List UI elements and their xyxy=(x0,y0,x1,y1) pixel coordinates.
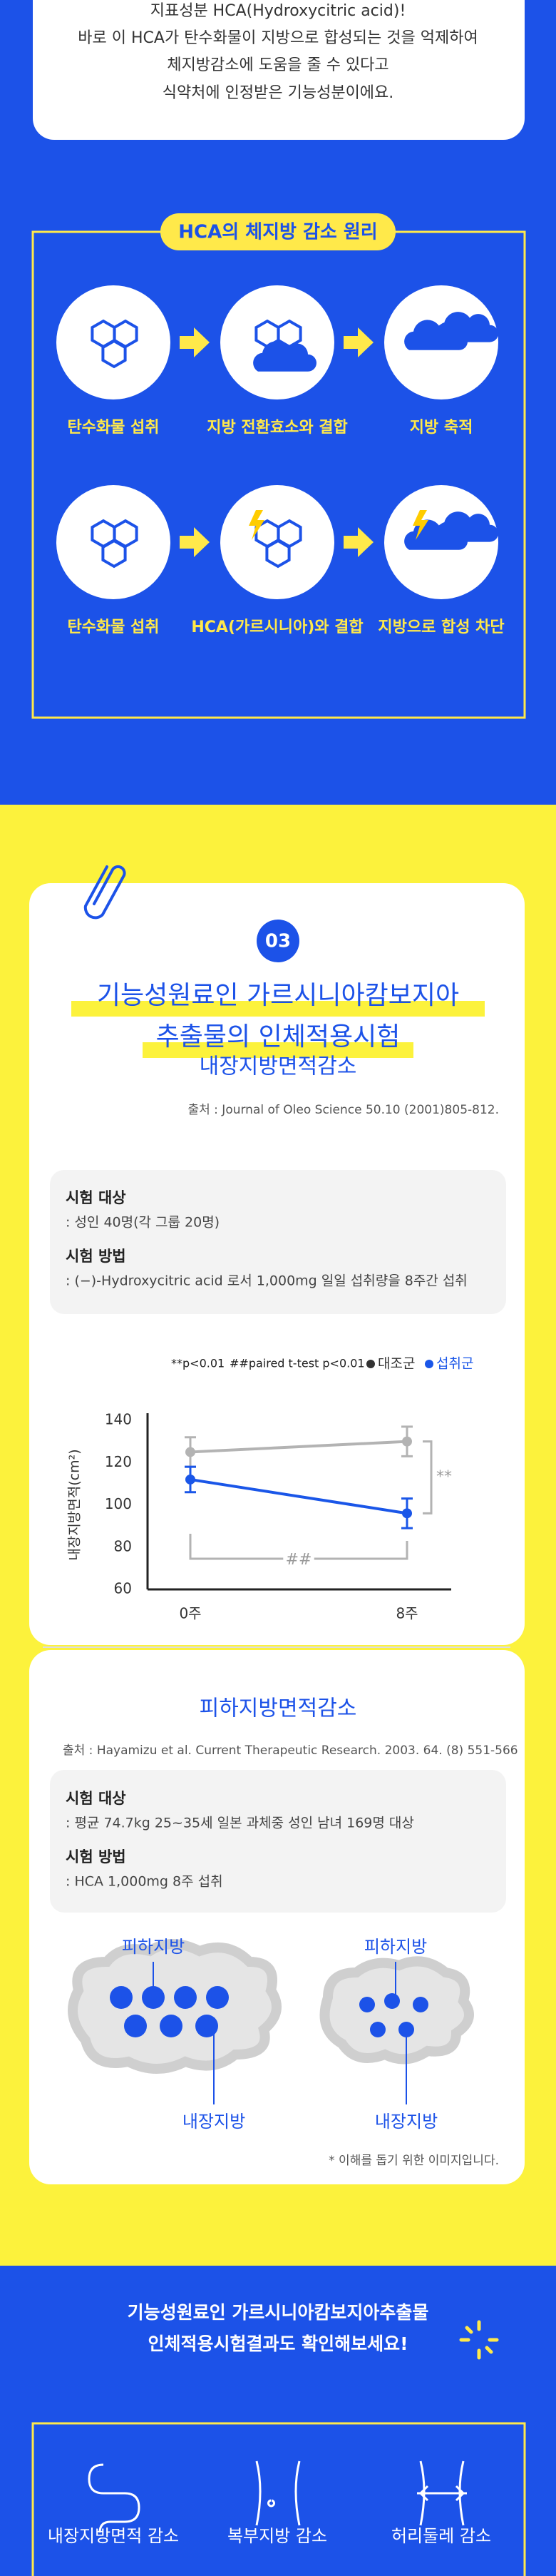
arrow xyxy=(344,327,374,357)
study-title: 기능성원료인 가르시니아캄보지아 xyxy=(97,981,459,1010)
icon-waist xyxy=(417,2460,467,2526)
info-label: 시험 방법 xyxy=(66,1848,126,1865)
data-point xyxy=(185,1474,195,1485)
y-tick-label: 120 xyxy=(105,1453,132,1470)
illustration-label: 내장지방 xyxy=(375,2112,438,2132)
info-label: 시험 방법 xyxy=(66,1248,126,1265)
y-tick-label: 60 xyxy=(114,1580,132,1597)
y-axis-label: 내장지방면적(cm²) xyxy=(67,1449,83,1560)
chart: **p<0.01 ##paired t-test p<0.01 대조군 섭취군 60 80… xyxy=(67,1356,474,1622)
bolt xyxy=(413,510,428,540)
step-label: 지방 축적 xyxy=(410,419,473,437)
arrow xyxy=(180,527,210,557)
study-title: 추출물의 인체적용시험 xyxy=(156,1022,401,1052)
info-text: : HCA 1,000mg 8주 섭취 xyxy=(66,1874,223,1890)
bracket xyxy=(189,1534,408,1560)
series-line xyxy=(190,1477,408,1515)
legend-label: 대조군 xyxy=(378,1356,415,1372)
paperclip xyxy=(83,865,126,920)
highlight xyxy=(71,1001,485,1017)
illustration-label: 피하지방 xyxy=(364,1937,427,1957)
illustration-label: 피하지방 xyxy=(122,1937,185,1957)
bolt xyxy=(249,510,264,540)
sparkle xyxy=(459,2320,499,2360)
outro-icons xyxy=(88,2460,467,2533)
study-number: 03 xyxy=(265,931,291,952)
molecule xyxy=(101,339,127,369)
step-label: 탄수화물 섭취 xyxy=(67,618,159,636)
outro-line: 인체적용시험결과도 확인해보세요! xyxy=(148,2333,408,2354)
study-card xyxy=(29,1650,525,2184)
cloud xyxy=(253,341,316,372)
section-heading: 피하지방면적감소 xyxy=(200,1696,357,1721)
blob xyxy=(68,1939,282,2074)
outro-box xyxy=(31,2422,526,2576)
y-tick-label: 80 xyxy=(114,1537,132,1554)
source: 출처 : Journal of Oleo Science 50.10 (2001… xyxy=(187,1103,499,1117)
fat-illustration: 피하지방 내장지방 피하지방 내장지방 xyxy=(68,1937,474,2132)
series-line xyxy=(190,1440,408,1454)
bracket-label: ## xyxy=(286,1551,312,1569)
note: * 이해를 돕기 위한 이미지입니다. xyxy=(329,2154,499,2168)
highlight xyxy=(143,1042,413,1058)
molecule xyxy=(265,539,291,569)
info-text: : (−)-Hydroxycitric acid 로서 1,000mg 일일 섭… xyxy=(66,1273,468,1289)
source: 출처 : Hayamizu et al. Current Therapeutic… xyxy=(63,1743,518,1758)
info-label: 시험 대상 xyxy=(66,1189,126,1206)
principle-title: HCA의 체지방 감소 원리 xyxy=(178,222,377,243)
step-label: 탄수화물 섭취 xyxy=(67,419,159,437)
info-text: : 평균 74.7kg 25~35세 일본 과체중 성인 남녀 169명 대상 xyxy=(66,1816,414,1831)
outro-line: 기능성원료인 가르시니아캄보지아추출물 xyxy=(128,2302,429,2323)
intro-line: 체지방감소에 도움을 줄 수 있다고 xyxy=(167,56,388,74)
x-tick-label: 0주 xyxy=(179,1605,201,1622)
icon-belly xyxy=(255,2460,301,2526)
intro-line: 지표성분 HCA(Hydroxycitric acid)! xyxy=(150,2,406,20)
legend-dot xyxy=(425,1360,433,1368)
number-badge xyxy=(257,920,299,962)
outro-item: 내장지방면적 감소 xyxy=(48,2526,179,2546)
molecule xyxy=(101,539,127,569)
principle-pill xyxy=(160,213,396,250)
blob xyxy=(319,1956,474,2065)
arrow xyxy=(344,527,374,557)
step-label: 지방 전환효소와 결합 xyxy=(207,418,347,437)
info-label: 시험 대상 xyxy=(66,1790,126,1807)
x-tick-label: 8주 xyxy=(396,1605,418,1622)
outro-item: 허리둘레 감소 xyxy=(391,2526,491,2546)
intro-card xyxy=(33,0,525,140)
legend-label: 섭취군 xyxy=(436,1356,473,1372)
info-text: : 성인 40명(각 그룹 20명) xyxy=(66,1215,220,1231)
cloud xyxy=(435,511,498,542)
leader-lines xyxy=(153,1962,407,2104)
legend-dot xyxy=(366,1360,375,1368)
y-tick-label: 100 xyxy=(105,1495,132,1512)
fat-dots xyxy=(359,1993,428,2037)
data-point xyxy=(185,1447,195,1457)
intro-text: 지표성분 HCA(Hydroxycitric acid)! 바로 이 HCA가 … xyxy=(78,2,478,102)
outro-item: 복부지방 감소 xyxy=(227,2526,327,2546)
bracket-label: ** xyxy=(436,1468,452,1486)
info-box xyxy=(50,1170,506,1314)
data-point xyxy=(402,1436,412,1447)
step-label: 지방으로 합성 차단 xyxy=(378,618,504,636)
intro-line: 바로 이 HCA가 탄수화물이 지방으로 합성되는 것을 억제하여 xyxy=(78,29,478,47)
step-label: HCA(가르시니아)와 결합 xyxy=(191,618,363,636)
chart-note: **p<0.01 xyxy=(171,1357,225,1370)
section-heading: 내장지방면적감소 xyxy=(200,1054,357,1079)
info-box xyxy=(50,1770,506,1913)
fat-dots xyxy=(110,1986,229,2037)
data-point xyxy=(402,1508,412,1519)
arrow xyxy=(180,327,210,357)
intro-line: 식약처에 인정받은 기능성분이에요. xyxy=(163,84,394,102)
y-tick-label: 140 xyxy=(105,1411,132,1428)
icon-intestine xyxy=(88,2463,140,2533)
cloud xyxy=(435,312,498,342)
illustration-label: 내장지방 xyxy=(182,2112,245,2132)
chart-note: ##paired t-test p<0.01 xyxy=(230,1357,365,1370)
bracket xyxy=(423,1440,433,1514)
